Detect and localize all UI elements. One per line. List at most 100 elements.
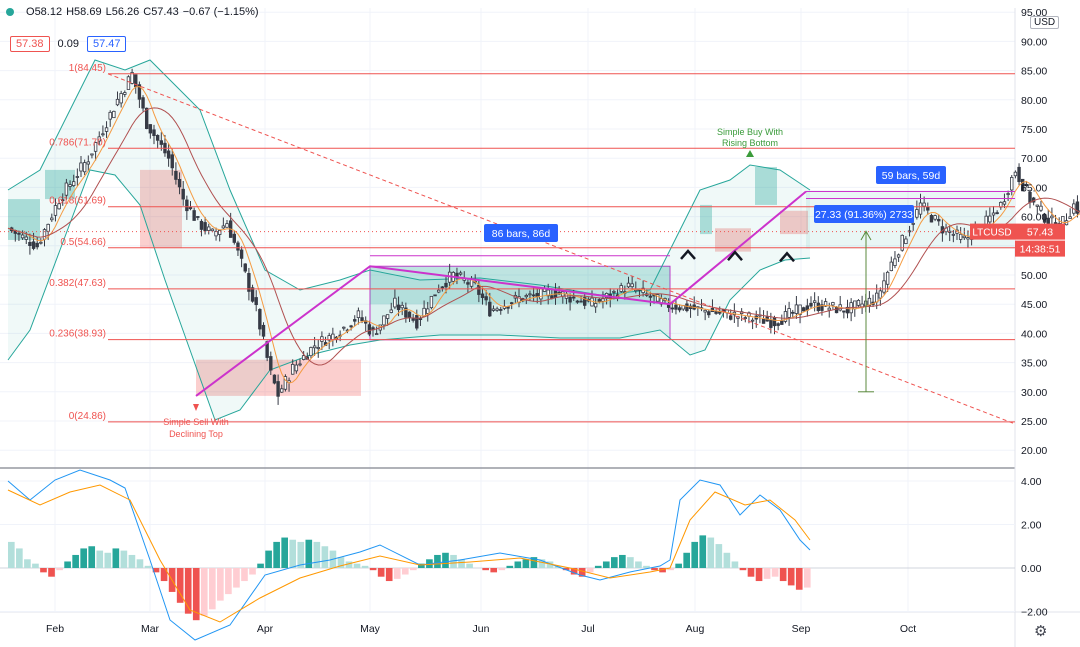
macd-bar [570, 568, 578, 575]
symbol-badge: LTCUSD [972, 228, 1011, 239]
macd-bar [763, 568, 771, 579]
candle-body [729, 315, 733, 320]
candle-body [196, 216, 200, 218]
macd-bar [530, 557, 538, 568]
candle-body [539, 288, 543, 300]
candle-body [79, 162, 83, 172]
candle-body [918, 202, 923, 215]
candle-body [1046, 217, 1050, 224]
candle-body [531, 294, 536, 297]
macd-bar [112, 548, 120, 568]
candle-body [572, 296, 576, 299]
candle-body [90, 153, 94, 156]
candle-body [867, 297, 872, 306]
candle-body [904, 238, 908, 244]
candle-body [1024, 183, 1029, 187]
candle-body [776, 323, 780, 326]
candle-body [225, 223, 229, 228]
candle-body [104, 127, 109, 132]
candle-body [885, 271, 890, 285]
macd-bar [635, 561, 642, 568]
macd-bar [369, 568, 377, 571]
candle-body [141, 97, 145, 109]
macd-bar [48, 568, 55, 577]
candle-body [962, 235, 966, 239]
time-tick-4: Jun [473, 623, 490, 635]
candle-body [707, 311, 711, 316]
macd-bar [353, 563, 361, 568]
candle-body [922, 202, 926, 207]
macd-bar [56, 568, 63, 571]
candle-body [415, 315, 419, 329]
macd-bar [627, 557, 634, 568]
macd-bar [442, 552, 449, 568]
macd-bar [200, 568, 208, 616]
candle-body [958, 233, 963, 240]
candle-body [159, 140, 163, 145]
candle-body [155, 134, 160, 141]
gain-box-4 [700, 204, 712, 235]
macd-bar [385, 568, 393, 582]
candle-body [396, 304, 401, 311]
candle-body [254, 297, 258, 306]
candle-body [670, 307, 674, 310]
candle-body [714, 311, 718, 314]
buy-arrow-icon [746, 150, 754, 157]
macd-bar [490, 568, 498, 573]
macd-bar [594, 565, 602, 568]
macd-bar [225, 568, 232, 595]
candle-body [61, 199, 65, 202]
candle-body [301, 355, 306, 360]
macd-bar [217, 568, 224, 601]
macd-bar [401, 568, 409, 575]
time-tick-3: May [360, 623, 381, 635]
bollinger-lower [7, 169, 811, 421]
candle-body [309, 347, 313, 357]
candle-body [823, 301, 828, 307]
candle-body [166, 150, 171, 159]
macd-bar [659, 568, 666, 573]
macd-bar [707, 537, 715, 568]
candle-body [360, 317, 364, 322]
candle-body [612, 291, 616, 293]
candle-body [316, 347, 320, 349]
candle-body [1013, 171, 1018, 177]
candle-body [524, 295, 528, 298]
candle-body [407, 311, 412, 319]
macd-bar [458, 559, 465, 568]
pattern-trendline [195, 190, 807, 397]
price-tick-7: 60.00 [1021, 212, 1047, 224]
macd-bar [160, 568, 168, 582]
candle-body [174, 170, 178, 180]
candle-body [247, 273, 251, 292]
candle-body [57, 203, 61, 210]
macd-tick-3: −2.00 [1021, 607, 1048, 619]
macd-bar [779, 568, 787, 582]
settings-gear-icon[interactable]: ⚙ [1034, 623, 1048, 640]
range-59-label: 59 bars, 59d [882, 170, 941, 182]
currency-badge[interactable]: USD [1030, 16, 1060, 29]
candle-body [809, 302, 813, 307]
candle-body [988, 215, 992, 223]
price-tick-14: 25.00 [1021, 416, 1047, 428]
macd-bar [747, 568, 755, 577]
candle-body [1006, 193, 1010, 195]
candle-body [791, 311, 795, 314]
candle-body [269, 356, 273, 371]
candle-body [144, 107, 149, 129]
candle-body [320, 336, 324, 342]
macd-bar [715, 544, 723, 568]
macd-bar [16, 548, 23, 568]
candle-body [484, 296, 488, 301]
candle-body [188, 206, 193, 210]
candle-body [130, 72, 134, 84]
candle-body [64, 182, 69, 196]
macd-bar [289, 539, 297, 568]
macd-bar [32, 563, 39, 568]
macd-bar [643, 565, 650, 568]
candle-body [382, 315, 386, 326]
candle-body [35, 242, 39, 248]
candle-body [349, 325, 353, 328]
time-tick-6: Aug [686, 623, 705, 635]
